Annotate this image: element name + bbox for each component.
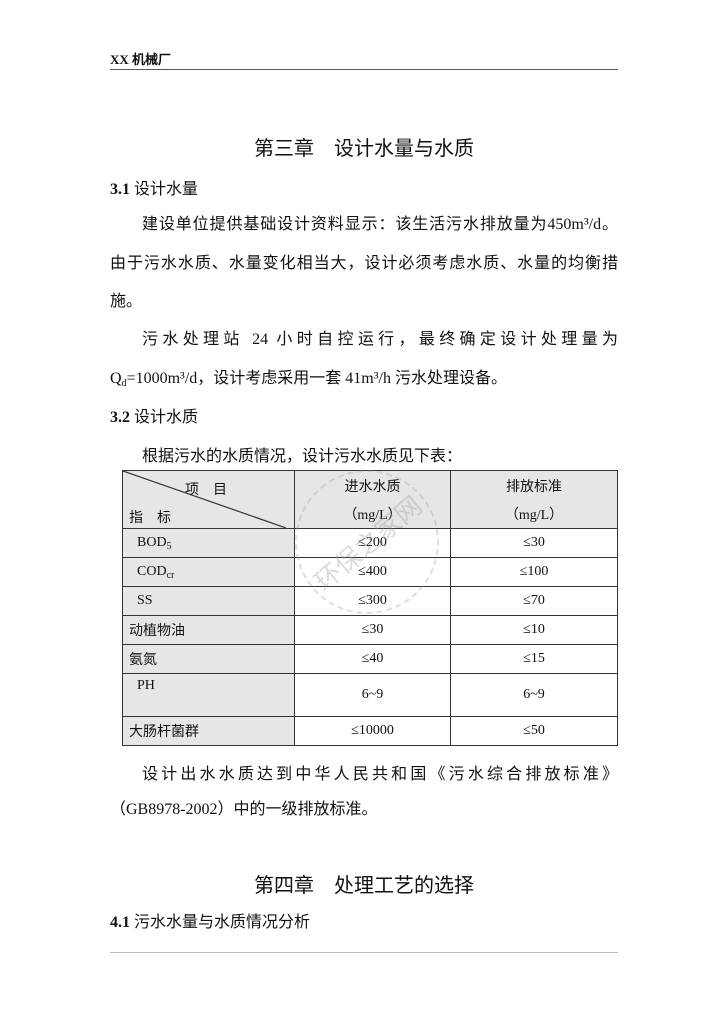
water-quality-table: 项 目 指 标 进水水质 （mg/L） 排放标准 （mg/L） BOD5 ≤200 … (122, 470, 618, 746)
section-3-2-heading: 3.2 设计水质 (110, 403, 198, 427)
header-rule (110, 69, 618, 70)
diagonal-line (123, 471, 286, 528)
paragraph-line: Qd=1000m³/d，设计考虑采用一套 41m³/h 污水处理设备。 (110, 364, 618, 389)
indicator-cell: 氨氮 (122, 644, 295, 674)
table-row: BOD5 ≤200 ≤30 (122, 528, 618, 558)
section-title: 设计水质 (134, 409, 199, 426)
q-subscript: d (121, 378, 127, 389)
header-unit: （mg/L） (343, 507, 402, 523)
table-intro: 根据污水的水质情况，设计污水水质见下表： (142, 448, 463, 465)
table-row: 氨氮 ≤40 ≤15 (122, 644, 618, 674)
header-unit: （mg/L） (504, 507, 564, 523)
section-number: 3.2 (110, 409, 130, 426)
influent-cell: ≤300 (294, 586, 451, 616)
q-symbol: Q (110, 370, 122, 387)
indicator-name: BOD (137, 534, 167, 550)
discharge-cell: ≤50 (450, 716, 618, 746)
section-4-1-heading: 4.1 污水水量与水质情况分析 (110, 908, 310, 932)
indicator-name: 大肠杆菌群 (129, 724, 199, 740)
influent-cell: ≤200 (294, 528, 451, 558)
indicator-subscript: cr (166, 569, 175, 581)
page-header: XX 机械厂 (110, 52, 172, 67)
section-number: 3.1 (110, 181, 130, 198)
section-title: 污水水量与水质情况分析 (134, 914, 311, 931)
indicator-cell: 大肠杆菌群 (122, 716, 295, 746)
column-header-discharge: 排放标准 （mg/L） (450, 470, 618, 529)
discharge-cell: ≤15 (450, 644, 618, 674)
indicator-cell: SS (122, 586, 295, 616)
header-text: 进水水质 (344, 479, 401, 495)
table-row: 动植物油 ≤30 ≤10 (122, 615, 618, 645)
discharge-cell: 6~9 (450, 673, 618, 717)
header-text: 排放标准 (506, 479, 562, 495)
table-row: SS ≤300 ≤70 (122, 586, 618, 616)
discharge-cell: ≤70 (450, 586, 618, 616)
indicator-name: 氨氮 (129, 652, 157, 668)
indicator-name: SS (137, 592, 153, 608)
table-row: CODcr ≤400 ≤100 (122, 557, 618, 587)
paragraph-line: 建设单位提供基础设计资料显示：该生活污水排放量为450m³/d。 (142, 216, 618, 233)
paragraph-text: =1000m³/d，设计考虑采用一套 41m³/h 污水处理设备。 (126, 370, 507, 387)
influent-cell: 6~9 (294, 673, 451, 717)
paragraph-line: 由于污水水质、水量变化相当大，设计必须考虑水质、水量的均衡措 (110, 255, 618, 272)
paragraph-line: 污水处理站 24 小时自控运行，最终确定设计处理量为 (142, 331, 618, 348)
discharge-cell: ≤10 (450, 615, 618, 645)
indicator-name: 动植物油 (129, 623, 185, 639)
column-header-influent: 进水水质 （mg/L） (294, 470, 451, 529)
chapter-4-title: 第四章 处理工艺的选择 (254, 875, 474, 897)
indicator-name: COD (137, 563, 167, 579)
section-title: 设计水量 (134, 181, 199, 198)
indicator-name: PH (137, 678, 155, 693)
section-number: 4.1 (110, 914, 130, 931)
table-row: PH 6~9 6~9 (122, 673, 618, 717)
footer-rule (110, 952, 618, 953)
chapter-3-title: 第三章 设计水量与水质 (254, 138, 474, 160)
paragraph-line: 施。 (110, 293, 143, 310)
indicator-cell: PH (122, 673, 295, 717)
indicator-cell: CODcr (122, 557, 295, 587)
influent-cell: ≤40 (294, 644, 451, 674)
corner-top-label: 项 目 (185, 483, 227, 498)
indicator-cell: BOD5 (122, 528, 295, 558)
paragraph-line: 设计出水水质达到中华人民共和国《污水综合排放标准》 (142, 766, 618, 783)
discharge-cell: ≤100 (450, 557, 618, 587)
corner-header: 项 目 指 标 (122, 470, 295, 529)
influent-cell: ≤30 (294, 615, 451, 645)
paragraph-line: （GB8978-2002）中的一级排放标准。 (110, 801, 378, 818)
influent-cell: ≤400 (294, 557, 451, 587)
discharge-cell: ≤30 (450, 528, 618, 558)
section-3-1-heading: 3.1 设计水量 (110, 175, 198, 199)
indicator-cell: 动植物油 (122, 615, 295, 645)
table-header-row: 项 目 指 标 进水水质 （mg/L） 排放标准 （mg/L） (122, 470, 618, 529)
corner-bottom-label: 指 标 (129, 511, 171, 526)
indicator-subscript: 5 (166, 540, 172, 552)
table-row: 大肠杆菌群 ≤10000 ≤50 (122, 716, 618, 746)
influent-cell: ≤10000 (294, 716, 451, 746)
